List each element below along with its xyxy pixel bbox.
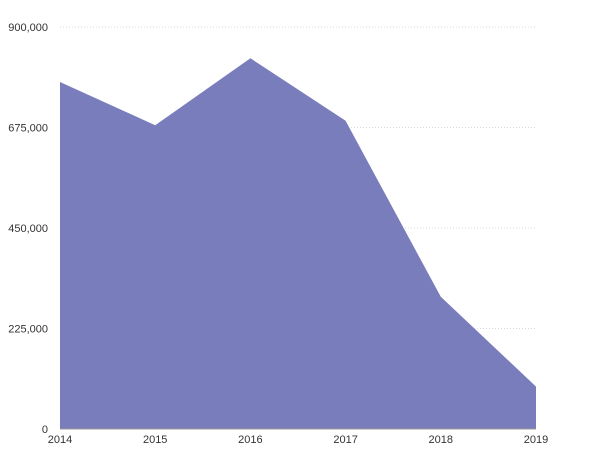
series-area-group: [60, 58, 536, 430]
x-tick-label: 2017: [333, 434, 357, 446]
y-tick-label: 675,000: [8, 123, 48, 135]
x-tick-label: 2019: [524, 434, 548, 446]
x-tick-label: 2015: [143, 434, 167, 446]
y-tick-label: 225,000: [8, 324, 48, 336]
x-tick-label: 2014: [48, 434, 72, 446]
axes: 0 225,000 450,000 675,000 900,000 2014 2015 201…: [8, 22, 548, 446]
x-tick-label: 2016: [238, 434, 262, 446]
x-tick-label: 2018: [429, 434, 453, 446]
series-area: [60, 58, 536, 430]
y-tick-label: 450,000: [8, 223, 48, 235]
y-tick-label: 900,000: [8, 22, 48, 34]
y-tick-label: 0: [42, 424, 48, 436]
